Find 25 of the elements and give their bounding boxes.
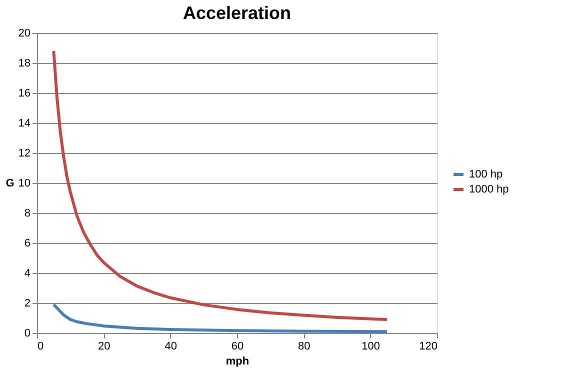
y-tick-label: 8 (24, 208, 30, 220)
x-tick-label: 120 (419, 340, 438, 352)
y-tick-label: 14 (18, 118, 30, 130)
y-tick-label: 4 (24, 268, 30, 280)
x-tick-label: 40 (164, 340, 177, 352)
chart-title: Acceleration (182, 3, 292, 23)
y-tick-label: 18 (18, 58, 30, 70)
x-tick-label: 60 (231, 340, 244, 352)
x-axis-title: mph (226, 356, 250, 368)
y-tick-label: 2 (24, 298, 30, 310)
y-tick-label: 10 (18, 178, 30, 190)
x-tick-label: 100 (362, 340, 380, 352)
legend-label: 100 hp (469, 168, 503, 180)
x-tick-label: 20 (98, 340, 110, 352)
y-axis-title: G (6, 178, 14, 190)
line-series (52, 50, 388, 321)
y-tick-label: 20 (18, 28, 30, 40)
x-tick-label: 0 (38, 340, 44, 352)
legend-label: 1000 hp (469, 184, 509, 196)
line-series (52, 303, 388, 334)
y-tick-label: 12 (18, 148, 30, 160)
y-tick-label: 6 (24, 238, 30, 250)
y-tick-label: 0 (24, 328, 30, 340)
x-tick-label: 80 (298, 340, 310, 352)
y-tick-label: 16 (18, 88, 30, 100)
